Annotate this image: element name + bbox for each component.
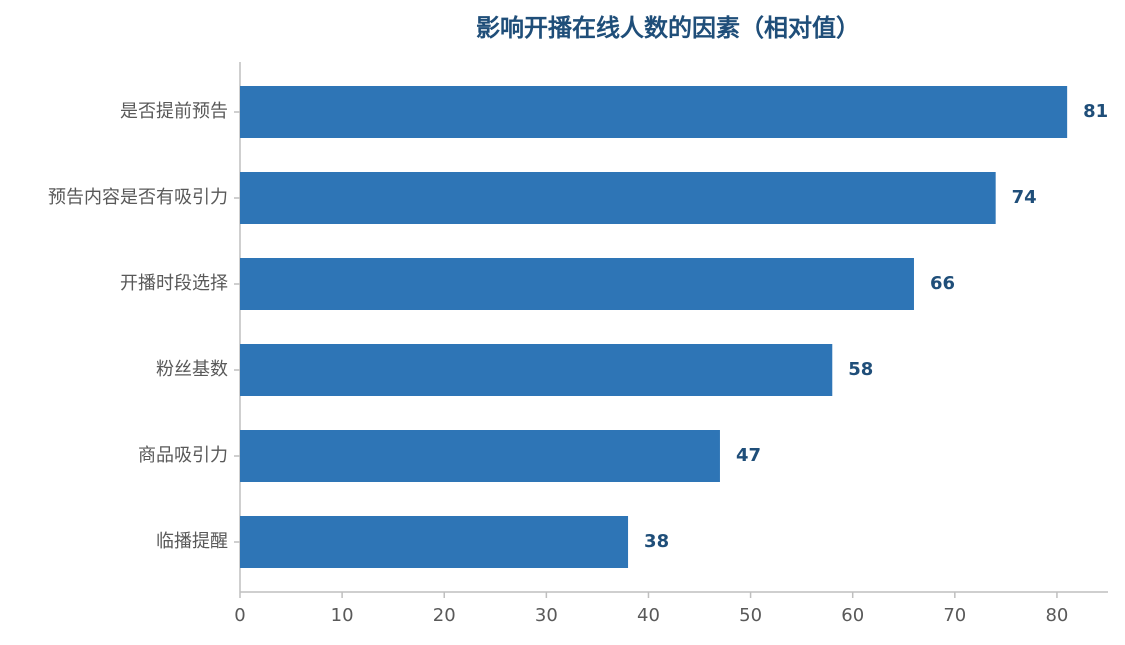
y-tick-label: 商品吸引力 — [138, 445, 228, 466]
chart-title: 影响开播在线人数的因素（相对值） — [476, 14, 860, 42]
y-tick-label: 粉丝基数 — [156, 359, 228, 380]
value-label: 81 — [1083, 101, 1108, 122]
bar — [240, 430, 720, 482]
x-tick-label: 0 — [234, 605, 245, 626]
x-tick-label: 50 — [739, 605, 762, 626]
x-tick-label: 70 — [943, 605, 966, 626]
value-label: 47 — [736, 445, 761, 466]
y-tick-label: 预告内容是否有吸引力 — [48, 187, 228, 208]
value-label: 38 — [644, 531, 669, 552]
y-tick-label: 开播时段选择 — [120, 273, 228, 294]
y-tick-label: 是否提前预告 — [120, 101, 228, 122]
bar — [240, 86, 1068, 138]
bar — [240, 172, 996, 224]
x-tick-label: 80 — [1045, 605, 1068, 626]
value-label: 74 — [1012, 187, 1037, 208]
x-tick-label: 40 — [637, 605, 660, 626]
bar — [240, 344, 833, 396]
bar — [240, 258, 914, 310]
value-label: 58 — [848, 359, 873, 380]
x-tick-label: 60 — [841, 605, 864, 626]
y-tick-label: 临播提醒 — [156, 531, 228, 552]
x-tick-label: 10 — [331, 605, 354, 626]
value-label: 66 — [930, 273, 955, 294]
x-tick-label: 20 — [433, 605, 456, 626]
bar — [240, 516, 629, 568]
x-tick-label: 30 — [535, 605, 558, 626]
